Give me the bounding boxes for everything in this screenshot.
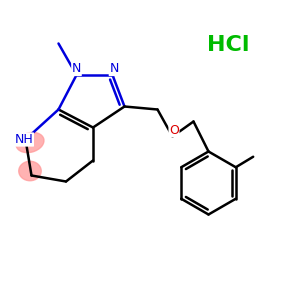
Ellipse shape [19,161,41,181]
Text: N: N [109,62,119,76]
Text: N: N [72,62,81,76]
Text: HCl: HCl [207,35,249,55]
Text: O: O [169,124,179,137]
Text: NH: NH [15,133,33,146]
Ellipse shape [16,132,44,153]
